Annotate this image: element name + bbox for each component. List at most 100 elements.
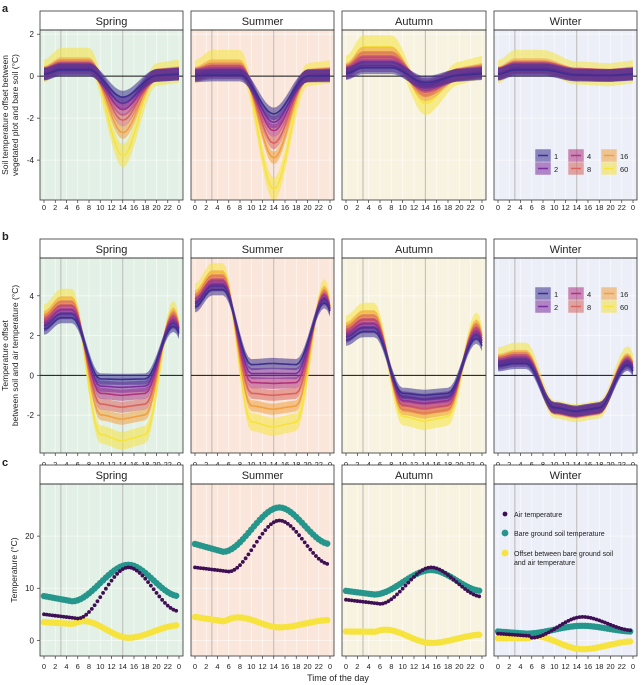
point-air-autumn xyxy=(358,599,363,604)
point-air-autumn xyxy=(451,577,456,582)
point-air-summer xyxy=(308,547,313,552)
x-tick-label: 14 xyxy=(573,460,581,469)
point-air-autumn xyxy=(397,589,402,594)
point-air-spring xyxy=(103,586,108,591)
legend-label-depth-4: 4 xyxy=(587,152,591,161)
x-tick-label: 6 xyxy=(378,203,382,212)
point-air-autumn xyxy=(426,565,431,570)
legend-label-depth-16: 16 xyxy=(620,290,628,299)
point-air-spring xyxy=(174,608,179,613)
point-air-spring xyxy=(98,595,103,600)
point-air-summer xyxy=(277,518,282,523)
point-air-summer xyxy=(325,561,330,566)
point-air-summer xyxy=(260,531,265,536)
point-air-spring xyxy=(148,583,153,588)
x-tick-label: 22 xyxy=(466,203,474,212)
x-tick-label: 14 xyxy=(119,662,127,671)
point-air-spring xyxy=(92,603,97,608)
point-air-autumn xyxy=(392,595,397,599)
y-tick-label: 2 xyxy=(30,30,35,39)
x-tick-label: 0 xyxy=(328,662,332,671)
x-tick-label: 10 xyxy=(96,460,104,469)
facet-title: Winter xyxy=(550,244,582,256)
x-tick-label: 14 xyxy=(421,203,429,212)
point-air-spring xyxy=(64,615,69,619)
facet-title: Spring xyxy=(96,16,128,28)
y-axis-title-line: vegetated plot and bare soil (°C) xyxy=(10,54,20,176)
point-air-autumn xyxy=(403,583,408,588)
x-tick-label: 6 xyxy=(227,203,231,212)
point-air-summer xyxy=(204,566,209,571)
point-air-spring xyxy=(81,614,86,619)
point-air-spring xyxy=(151,587,156,592)
x-tick-label: 0 xyxy=(328,203,332,212)
point-air-spring xyxy=(50,613,55,618)
facet-title: Autumn xyxy=(395,244,433,256)
x-tick-label: 10 xyxy=(398,460,406,469)
point-air-autumn xyxy=(375,601,380,606)
x-tick-label: 12 xyxy=(561,460,569,469)
point-air-autumn xyxy=(383,600,388,605)
x-tick-label: 18 xyxy=(444,460,452,469)
x-tick-label: 6 xyxy=(76,203,80,212)
point-air-autumn xyxy=(355,599,360,603)
point-air-spring xyxy=(160,597,165,602)
legend-label-depth-1: 1 xyxy=(554,152,558,161)
data-marks xyxy=(40,35,637,653)
point-air-autumn xyxy=(457,582,462,587)
x-tick-label: 0 xyxy=(193,203,197,212)
x-tick-label: 2 xyxy=(355,460,359,469)
point-air-summer xyxy=(274,519,279,523)
legend-label-1: Bare ground soil temperature xyxy=(514,531,605,538)
point-air-winter xyxy=(586,615,590,620)
legend-label-depth-16: 16 xyxy=(620,152,628,161)
x-tick-label: 14 xyxy=(270,460,278,469)
point-air-summer xyxy=(215,568,220,573)
point-air-summer xyxy=(266,525,271,529)
point-air-autumn xyxy=(454,580,459,584)
y-tick-label: 2 xyxy=(30,332,35,341)
point-air-summer xyxy=(209,567,214,572)
x-tick-label: 16 xyxy=(432,203,440,212)
point-air-spring xyxy=(106,582,111,587)
x-tick-label: 6 xyxy=(76,662,80,671)
x-tick-label: 18 xyxy=(595,662,603,671)
x-tick-label: 20 xyxy=(455,460,463,469)
point-air-summer xyxy=(291,526,296,531)
y-axis-title: Soil temperature offset between vegetated… xyxy=(0,54,20,176)
x-tick-label: 8 xyxy=(541,662,545,671)
x-tick-label: 12 xyxy=(258,203,266,212)
point-air-summer xyxy=(195,565,200,570)
line-depth-1-summer xyxy=(194,289,331,366)
point-air-spring xyxy=(137,571,142,575)
point-air-winter xyxy=(532,635,537,640)
x-tick-label: 8 xyxy=(87,662,91,671)
ribbon-depth-1-autumn xyxy=(346,326,482,401)
x-tick-label: 22 xyxy=(315,460,323,469)
x-tick-label: 22 xyxy=(618,203,626,212)
point-air-winter xyxy=(496,631,500,636)
x-tick-label: 18 xyxy=(292,662,300,671)
point-air-summer xyxy=(319,559,324,563)
x-tick-label: 16 xyxy=(584,460,592,469)
legend-symbol-1 xyxy=(501,529,509,537)
x-tick-label: 20 xyxy=(455,662,463,671)
x-tick-label: 4 xyxy=(518,460,522,469)
point-air-spring xyxy=(61,614,66,619)
point-air-autumn xyxy=(369,600,374,605)
x-tick-label: 10 xyxy=(96,662,104,671)
point-air-autumn xyxy=(414,572,419,577)
x-tick-label: 4 xyxy=(367,460,371,469)
x-tick-label: 6 xyxy=(378,460,382,469)
x-tick-label: 8 xyxy=(87,460,91,469)
facet-title: Spring xyxy=(96,470,128,482)
point-air-summer xyxy=(263,528,268,533)
legend-label-depth-8: 8 xyxy=(587,165,591,174)
x-tick-label: 10 xyxy=(398,662,406,671)
x-tick-label: 2 xyxy=(204,203,208,212)
x-tick-label: 10 xyxy=(247,460,255,469)
point-air-autumn xyxy=(465,589,470,593)
x-tick-label: 20 xyxy=(152,203,160,212)
x-tick-label: 18 xyxy=(292,203,300,212)
point-air-winter xyxy=(563,620,568,625)
